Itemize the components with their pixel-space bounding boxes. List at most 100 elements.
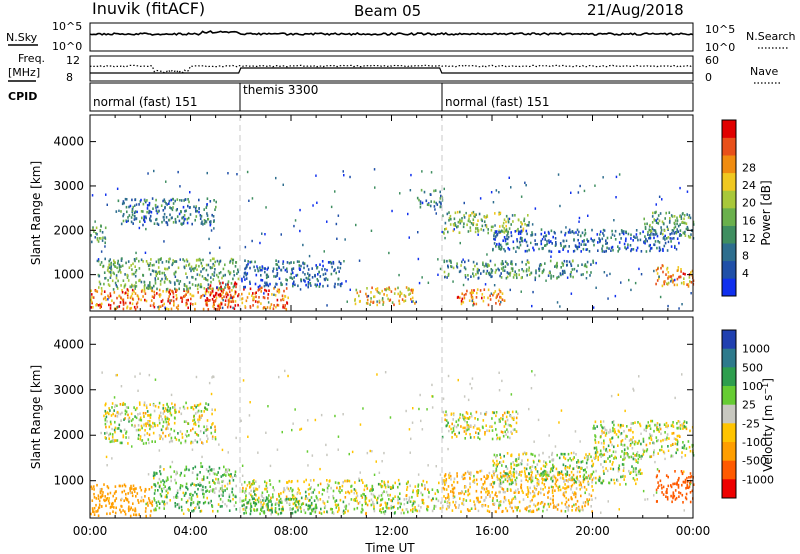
velocity-echo-cell: [573, 478, 576, 482]
velocity-echo-cell: [181, 484, 184, 488]
power-echo-cell: [436, 203, 439, 206]
velocity-echo-cell: [403, 511, 405, 515]
velocity-echo-cell: [164, 495, 167, 499]
power-echo-cell: [144, 220, 146, 223]
power-echo-cell: [533, 248, 535, 252]
velocity-echo-cell: [106, 497, 109, 500]
velocity-echo-cell: [314, 510, 317, 514]
power-echo-cell: [471, 211, 473, 215]
velocity-echo-cell: [464, 490, 467, 493]
velocity-echo-cell: [145, 441, 147, 445]
velocity-echo-cell: [517, 488, 519, 491]
velocity-echo-cell: [244, 508, 247, 512]
power-echo-cell: [494, 263, 496, 267]
velocity-echo-cell: [274, 503, 277, 506]
velocity-echo-cell: [328, 480, 331, 483]
power-echo-cell: [209, 266, 212, 269]
power-echo-cell: [688, 214, 691, 217]
power-echo-cell: [227, 303, 230, 307]
power-echo-cell: [151, 286, 154, 290]
power-echo-cell: [142, 223, 144, 227]
power-echo-cell: [220, 287, 222, 290]
power-echo-cell: [96, 237, 99, 240]
power-echo-cell: [126, 210, 128, 214]
velocity-echo-cell: [185, 401, 187, 405]
power-echo-cell: [129, 301, 131, 305]
power-echo-cell: [299, 208, 301, 212]
velocity-echo-cell: [109, 491, 112, 495]
power-echo-cell: [478, 268, 480, 272]
velocity-echo-cell: [140, 424, 143, 428]
velocity-echo-cell: [210, 489, 212, 492]
velocity-echo-cell: [552, 475, 554, 479]
velocity-echo-cell: [413, 507, 416, 511]
velocity-echo-cell: [253, 509, 256, 512]
velocity-echo-cell: [219, 498, 222, 501]
power-echo-cell: [194, 302, 197, 305]
power-echo-cell: [173, 299, 175, 303]
velocity-echo-cell: [538, 453, 540, 457]
velocity-echo-cell: [458, 492, 460, 495]
power-echo-cell: [443, 270, 446, 274]
power-echo-cell: [206, 212, 208, 215]
velocity-echo-cell: [559, 476, 562, 480]
velocity-echo-cell: [649, 455, 651, 459]
power-echo-cell: [649, 249, 651, 253]
velocity-echo-cell: [506, 487, 509, 491]
velocity-echo-cell: [469, 485, 471, 489]
velocity-echo-cell: [501, 487, 504, 490]
velocity-echo-cell: [529, 504, 531, 508]
velocity-echo-cell: [110, 422, 112, 426]
velocity-echo-cell: [500, 417, 502, 420]
velocity-echo-cell: [619, 425, 622, 429]
power-echo-cell: [355, 223, 357, 227]
power-echo-cell: [569, 275, 572, 278]
power-echo-cell: [281, 283, 283, 286]
velocity-echo-cell: [254, 504, 256, 507]
velocity-echo-cell: [416, 490, 418, 493]
power-echo-cell: [209, 284, 212, 287]
velocity-echo-cell: [460, 425, 462, 428]
power-echo-cell: [207, 217, 210, 221]
power-echo-cell: [410, 173, 412, 177]
power-echo-cell: [171, 289, 173, 293]
power-echo-cell: [555, 243, 557, 246]
velocity-echo-cell: [245, 511, 247, 515]
velocity-echo-cell: [389, 493, 391, 497]
power-echo-cell: [617, 250, 619, 253]
power-echo-cell: [677, 230, 680, 233]
velocity-echo-cell: [509, 488, 512, 491]
velocity-echo-cell: [280, 507, 283, 511]
velocity-echo-cell: [185, 501, 188, 504]
velocity-echo-cell: [153, 476, 155, 480]
power-echo-cell: [565, 226, 567, 229]
velocity-echo-cell: [384, 486, 387, 489]
power-echo-cell: [566, 260, 568, 263]
velocity-echo-cell: [445, 410, 447, 414]
power-echo-cell: [206, 304, 209, 307]
power-echo-cell: [496, 232, 499, 236]
power-echo-cell: [213, 274, 215, 277]
velocity-echo-cell: [326, 510, 328, 513]
power-echo-cell: [354, 302, 357, 306]
power-echo-cell: [277, 288, 279, 292]
power-echo-cell: [659, 248, 662, 252]
velocity-echo-cell: [150, 502, 153, 505]
power-echo-cell: [498, 229, 500, 233]
power-echo-cell: [369, 303, 371, 306]
power-colorbar-tick: 20: [742, 197, 756, 210]
power-echo-cell: [307, 272, 309, 275]
power-echo-cell: [187, 290, 190, 293]
power-echo-cell: [210, 291, 212, 294]
velocity-echo-cell: [246, 501, 249, 505]
velocity-echo-cell: [97, 514, 100, 517]
power-echo-cell: [568, 228, 571, 232]
power-echo-cell: [125, 198, 128, 201]
velocity-echo-cell: [303, 480, 305, 484]
power-echo-cell: [121, 264, 124, 268]
power-echo-cell: [154, 279, 157, 282]
velocity-echo-cell: [178, 438, 180, 442]
power-echo-cell: [400, 292, 403, 295]
freq-panel: Freq. [MHz] 12 8 60 0 Nave: [8, 52, 780, 84]
power-echo-cell: [187, 298, 189, 302]
